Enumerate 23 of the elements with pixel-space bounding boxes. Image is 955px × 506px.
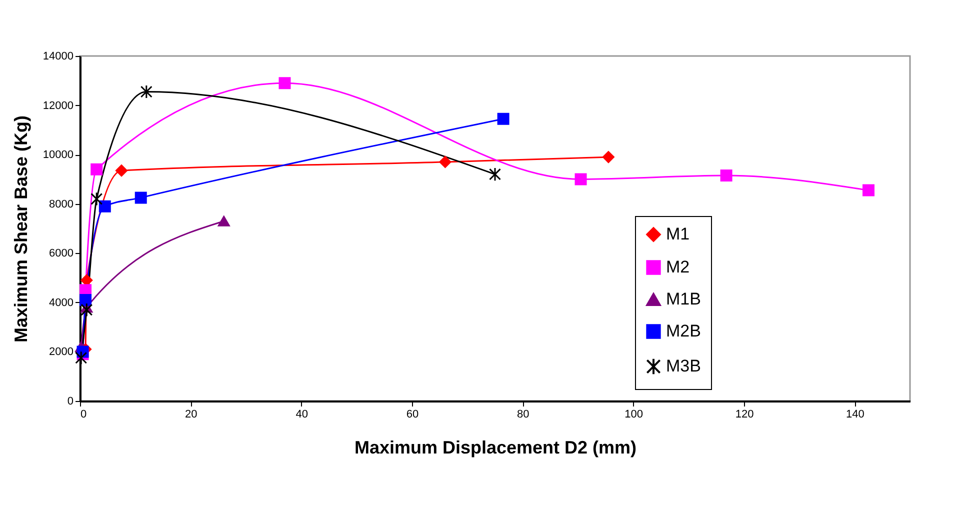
y-tick-label: 4000 — [49, 296, 74, 309]
x-tick-label: 40 — [296, 408, 308, 420]
y-tick-label: 6000 — [49, 248, 74, 260]
x-tick-label: 20 — [185, 408, 198, 420]
x-tick-label: 0 — [80, 408, 87, 420]
x-axis-title: Maximum Displacement D2 (mm) — [354, 438, 637, 458]
x-tick-label: 80 — [517, 408, 530, 420]
legend-label: M1B — [666, 290, 701, 308]
legend-label: M3B — [666, 356, 701, 376]
x-tick-label: 120 — [735, 408, 754, 420]
y-tick-label: 2000 — [49, 346, 74, 358]
legend-label: M2B — [666, 322, 701, 340]
legend-label: M2 — [666, 258, 690, 276]
y-tick-label: 12000 — [42, 100, 74, 112]
y-tick-label: 0 — [67, 396, 74, 408]
y-tick-label: 8000 — [49, 198, 74, 210]
x-tick-label: 100 — [624, 408, 644, 420]
y-tick-label: 10000 — [42, 149, 74, 162]
y-axis-title: Maximum Shear Base (Kg) — [10, 115, 31, 343]
x-tick-label: 60 — [406, 408, 419, 420]
y-tick-label: 14000 — [42, 50, 74, 62]
x-tick-label: 140 — [846, 408, 864, 420]
legend-label: M1 — [666, 224, 690, 244]
